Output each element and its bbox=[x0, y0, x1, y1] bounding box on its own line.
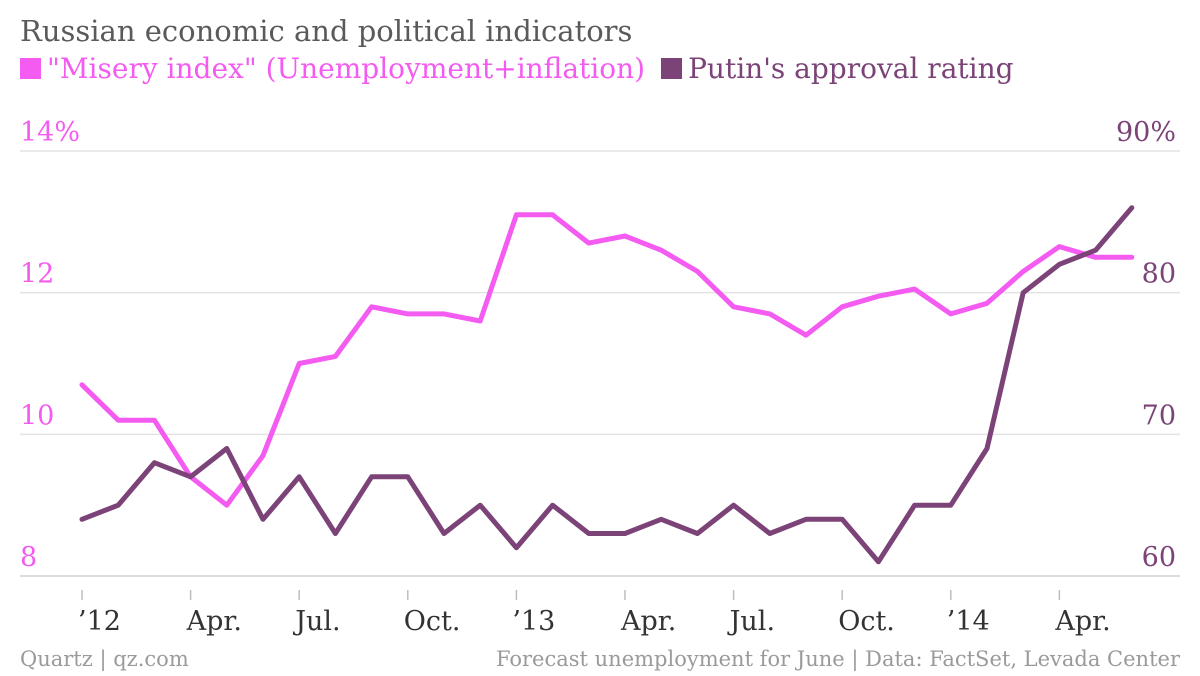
x-tick-label: Jul. bbox=[727, 606, 775, 637]
x-tick-label: Jul. bbox=[292, 606, 340, 637]
legend-label-putin-approval: Putin's approval rating bbox=[688, 52, 1014, 85]
legend-label-misery-index: "Misery index" (Unemployment+inflation) bbox=[47, 52, 646, 85]
y-left-tick-label: 8 bbox=[20, 542, 37, 573]
legend-item-putin-approval: Putin's approval rating bbox=[661, 52, 1014, 85]
x-tick-label: Apr. bbox=[1054, 606, 1110, 637]
legend-item-misery-index: "Misery index" (Unemployment+inflation) bbox=[20, 52, 645, 85]
x-tick-label: Oct. bbox=[404, 606, 461, 637]
y-right-tick-label: 70 bbox=[1142, 400, 1176, 431]
x-axis: ’12 Apr. Jul. Oct. ’13 Apr. Jul. Oct. ’14 Apr. bbox=[78, 590, 1111, 637]
x-tick-label: ’13 bbox=[512, 606, 555, 637]
y-right-tick-label: 90% bbox=[1116, 117, 1176, 148]
y-left-tick-label: 14% bbox=[20, 117, 80, 148]
x-tick-label: Oct. bbox=[838, 606, 895, 637]
y-right-tick-label: 80 bbox=[1142, 259, 1176, 290]
footer-note: Forecast unemployment for June | Data: F… bbox=[495, 647, 1180, 671]
gridlines bbox=[20, 150, 1180, 577]
y-left-tick-label: 10 bbox=[20, 400, 54, 431]
y-axis-labels: 8 10 12 14% 60 70 80 90% bbox=[20, 117, 1176, 573]
legend-swatch-misery-index bbox=[20, 58, 41, 79]
y-left-tick-label: 12 bbox=[20, 259, 54, 290]
series-line-putin-approval bbox=[79, 205, 1135, 565]
x-tick-label: ’12 bbox=[78, 606, 121, 637]
legend-swatch-putin-approval bbox=[661, 58, 683, 79]
series-lines bbox=[79, 205, 1135, 565]
x-tick-label: Apr. bbox=[186, 606, 242, 637]
x-tick-label: Apr. bbox=[620, 606, 676, 637]
series-line-misery-index bbox=[79, 212, 1135, 508]
x-tick-label: ’14 bbox=[947, 606, 990, 637]
footer-source: Quartz | qz.com bbox=[20, 647, 189, 671]
chart-title: Russian economic and political indicator… bbox=[20, 14, 633, 48]
legend: "Misery index" (Unemployment+inflation) … bbox=[20, 52, 1030, 85]
y-right-tick-label: 60 bbox=[1142, 542, 1176, 573]
